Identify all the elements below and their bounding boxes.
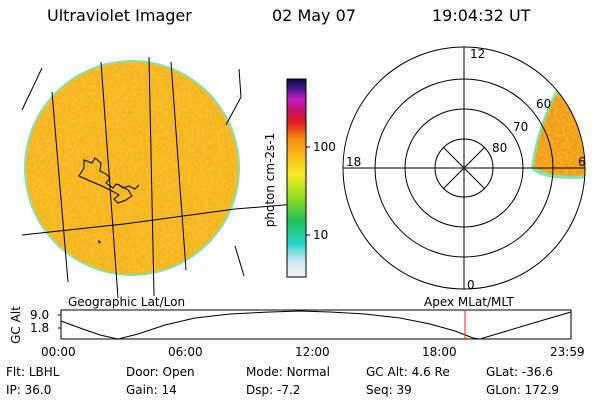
footer-door: Door: Open — [126, 365, 195, 379]
geographic-grid — [21, 56, 297, 299]
polar-label-right: 6 — [578, 155, 586, 169]
footer-dsp-key: Dsp: — [246, 383, 274, 397]
footer-ip: IP: 36.0 — [6, 383, 51, 397]
time-tick-2: 12:00 — [295, 345, 330, 359]
polar-ring-label-70: 70 — [513, 120, 529, 134]
footer-dsp: Dsp: -7.2 — [246, 383, 300, 397]
coastline-fragment — [117, 183, 140, 190]
altitude-strip — [58, 309, 572, 340]
footer-mode-key: Mode: — [246, 365, 283, 379]
geographic-disk — [24, 60, 240, 276]
footer-glon-value: 172.9 — [524, 383, 559, 397]
polar-label-top: 12 — [470, 47, 486, 61]
altitude-curve — [60, 310, 572, 340]
geographic-caption: Geographic Lat/Lon — [68, 295, 186, 309]
polar-ring-label-80: 80 — [492, 141, 508, 155]
footer-glat-key: GLat: — [486, 365, 519, 379]
footer-door-value: Open — [162, 365, 195, 379]
footer-seq-key: Seq: — [366, 383, 393, 397]
footer-seq-value: 39 — [396, 383, 412, 397]
footer-gcalt-value: 4.6 Re — [411, 365, 450, 379]
colorbar-tick-100: 100 — [313, 140, 336, 154]
footer-gain-value: 14 — [161, 383, 177, 397]
footer-glat: GLat: -36.6 — [486, 365, 553, 379]
footer-ip-key: IP: — [6, 383, 21, 397]
coastline — [78, 157, 133, 204]
date-label: 02 May 07 — [272, 6, 356, 25]
footer-gain: Gain: 14 — [126, 383, 177, 397]
footer-gcalt-key: GC Alt: — [366, 365, 408, 379]
time-tick-3: 18:00 — [422, 345, 457, 359]
altitude-tick-high: 9.0 — [30, 308, 50, 322]
apex-caption: Apex MLat/MLT — [424, 295, 514, 309]
footer-glon-key: GLon: — [486, 383, 521, 397]
footer-flt: Flt: LBHL — [6, 365, 59, 379]
footer-flt-key: Flt: — [6, 365, 25, 379]
time-label: 19:04:32 UT — [432, 6, 531, 25]
polar-label-left: 18 — [346, 155, 362, 169]
island-dot — [98, 240, 101, 244]
polar-label-bottom: 0 — [467, 278, 475, 292]
footer-glon: GLon: 172.9 — [486, 383, 559, 397]
footer-ip-value: 36.0 — [24, 383, 52, 397]
colorbar-unit-label: photon cm-2s-1 — [263, 132, 277, 228]
instrument-title: Ultraviolet Imager — [47, 6, 192, 25]
footer-gain-key: Gain: — [126, 383, 158, 397]
color-bar — [286, 78, 310, 278]
time-tick-4: 23:59 — [550, 345, 585, 359]
footer-gcalt: GC Alt: 4.6 Re — [366, 365, 450, 379]
footer-mode: Mode: Normal — [246, 365, 330, 379]
polar-ring-label-60: 60 — [536, 97, 552, 111]
footer-seq: Seq: 39 — [366, 383, 412, 397]
altitude-tick-low: 1.8 — [30, 321, 50, 335]
altitude-axis-label: GC Alt — [9, 306, 23, 344]
time-tick-0: 00:00 — [41, 345, 76, 359]
colorbar-tick-10: 10 — [313, 228, 329, 242]
footer-glat-value: -36.6 — [521, 365, 553, 379]
footer-door-key: Door: — [126, 365, 159, 379]
footer-mode-value: Normal — [286, 365, 330, 379]
footer-dsp-value: -7.2 — [276, 383, 301, 397]
polar-plot — [342, 46, 586, 290]
footer-flt-value: LBHL — [28, 365, 60, 379]
time-tick-1: 06:00 — [168, 345, 203, 359]
